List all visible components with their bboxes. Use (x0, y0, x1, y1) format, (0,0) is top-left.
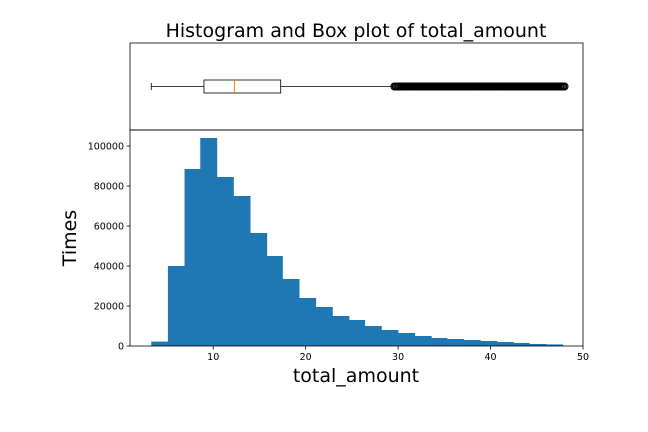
histogram-bar (529, 344, 547, 346)
histogram-bar (447, 339, 465, 346)
histogram-bar (364, 326, 382, 346)
x-tick-label: 10 (207, 352, 219, 363)
x-axis-ticks: 10 20 30 40 50 (207, 346, 589, 363)
y-tick-label: 0 (118, 342, 124, 353)
histogram-bar (546, 344, 563, 346)
box-outlier-point (560, 82, 569, 91)
histogram-bar (233, 196, 251, 346)
histogram-bar (463, 340, 481, 346)
histogram-bar (250, 233, 268, 346)
x-tick-label: 40 (485, 352, 497, 363)
y-tick-label: 100000 (88, 142, 124, 153)
histogram-bar (266, 256, 283, 346)
histogram-bar (349, 320, 366, 346)
y-tick-label: 80000 (94, 182, 124, 193)
box-iqr (203, 79, 282, 94)
histogram-bar (216, 177, 234, 346)
y-tick-label: 60000 (94, 222, 124, 233)
histogram-bar (414, 336, 432, 346)
chart-title: Histogram and Box plot of total_amount (166, 20, 547, 42)
histogram-bar (282, 279, 300, 346)
x-tick-label: 50 (577, 352, 589, 363)
histogram-bar (151, 341, 169, 346)
histogram-bar (480, 341, 498, 346)
x-axis-label: total_amount (293, 365, 419, 387)
histogram-bar (398, 333, 416, 346)
y-tick-label: 40000 (94, 262, 124, 273)
x-tick-label: 20 (300, 352, 312, 363)
x-tick-label: 30 (392, 352, 404, 363)
y-tick-label: 20000 (94, 302, 124, 313)
y-axis-ticks: 0 20000 40000 60000 80000 100000 (88, 142, 130, 353)
histogram-bar (332, 316, 350, 346)
box-outliers (390, 82, 569, 91)
histogram-bar (167, 266, 185, 346)
histogram-bar (184, 169, 201, 346)
histogram-bar (431, 338, 448, 346)
histogram (151, 138, 563, 346)
boxplot (150, 79, 569, 94)
histogram-bar (381, 330, 399, 346)
histogram-frame (129, 129, 584, 347)
y-axis-label: Times (59, 210, 81, 267)
histogram-bar (513, 343, 530, 346)
histogram-bar (497, 342, 514, 346)
histogram-bar (200, 138, 218, 346)
histogram-bar (315, 307, 333, 346)
histogram-bar (299, 298, 317, 346)
